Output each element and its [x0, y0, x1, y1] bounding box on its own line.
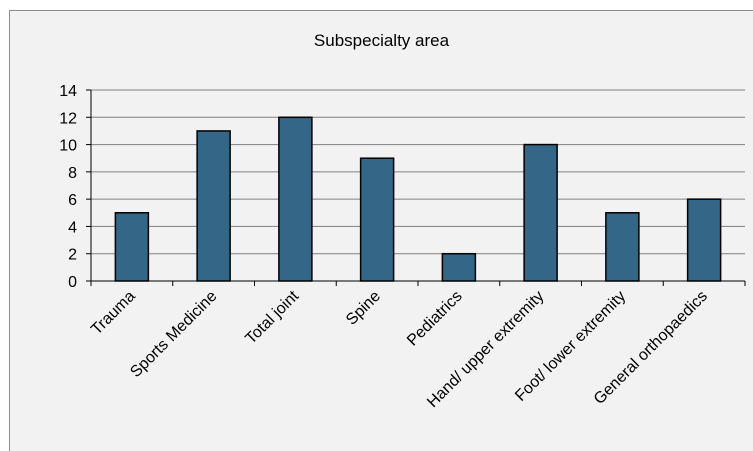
- bar-5: [523, 143, 558, 282]
- chart-title: Subspecialty area: [313, 31, 450, 50]
- y-tick-label: 12: [59, 110, 77, 127]
- gridlines: [91, 89, 745, 255]
- bar-1: [196, 130, 231, 282]
- y-tick-label: 14: [59, 83, 77, 100]
- x-tick-label: Spine: [343, 288, 384, 329]
- x-tick-label: Sports Medicine: [127, 288, 220, 381]
- bars: [114, 116, 722, 282]
- y-tick-label: 2: [68, 247, 77, 264]
- bar-4: [441, 252, 477, 282]
- y-tick-label: 4: [68, 219, 77, 236]
- y-tick-labels: 0 2 4 6 8 10 12 14: [59, 83, 77, 291]
- bar-7: [686, 198, 722, 282]
- x-tick-label: Total joint: [242, 287, 302, 347]
- y-tick-label: 10: [59, 138, 77, 155]
- bar-2: [278, 116, 313, 282]
- y-tick-label: 0: [68, 274, 77, 291]
- bar-0: [114, 212, 150, 282]
- bar-6: [605, 212, 640, 282]
- x-tick-label: Pediatrics: [404, 288, 466, 350]
- y-tick-label: 8: [68, 165, 77, 182]
- x-tick-label: Trauma: [88, 288, 139, 339]
- bar-3: [359, 157, 395, 282]
- axes: [86, 89, 746, 286]
- y-tick-label: 6: [68, 192, 77, 209]
